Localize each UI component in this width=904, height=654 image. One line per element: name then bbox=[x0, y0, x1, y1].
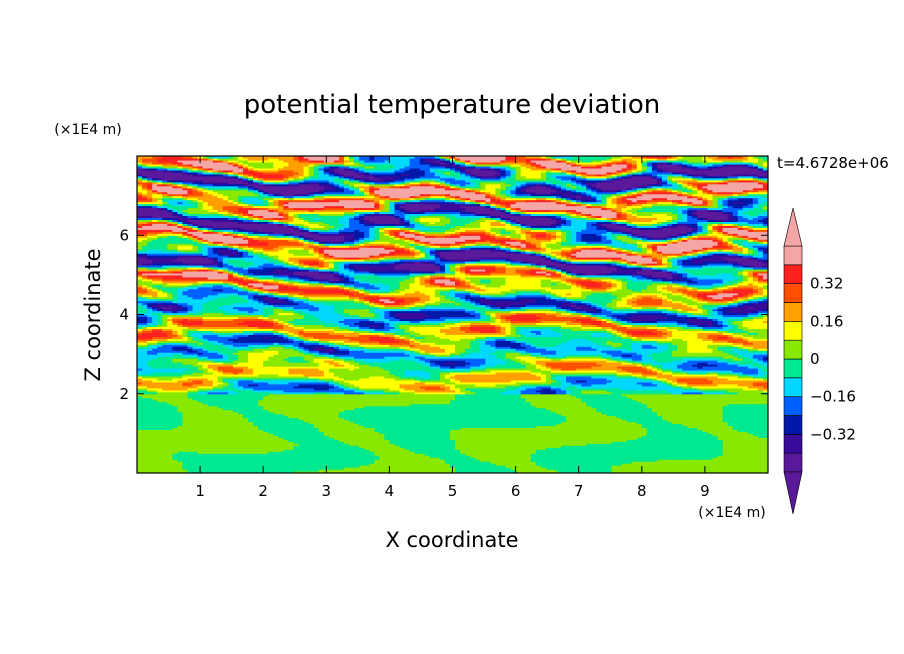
contour-field bbox=[137, 154, 769, 474]
time-label: t=4.6728e+06 bbox=[777, 154, 889, 172]
y-unit-label: (×1E4 m) bbox=[54, 122, 121, 138]
chart-title: potential temperature deviation bbox=[244, 90, 660, 120]
